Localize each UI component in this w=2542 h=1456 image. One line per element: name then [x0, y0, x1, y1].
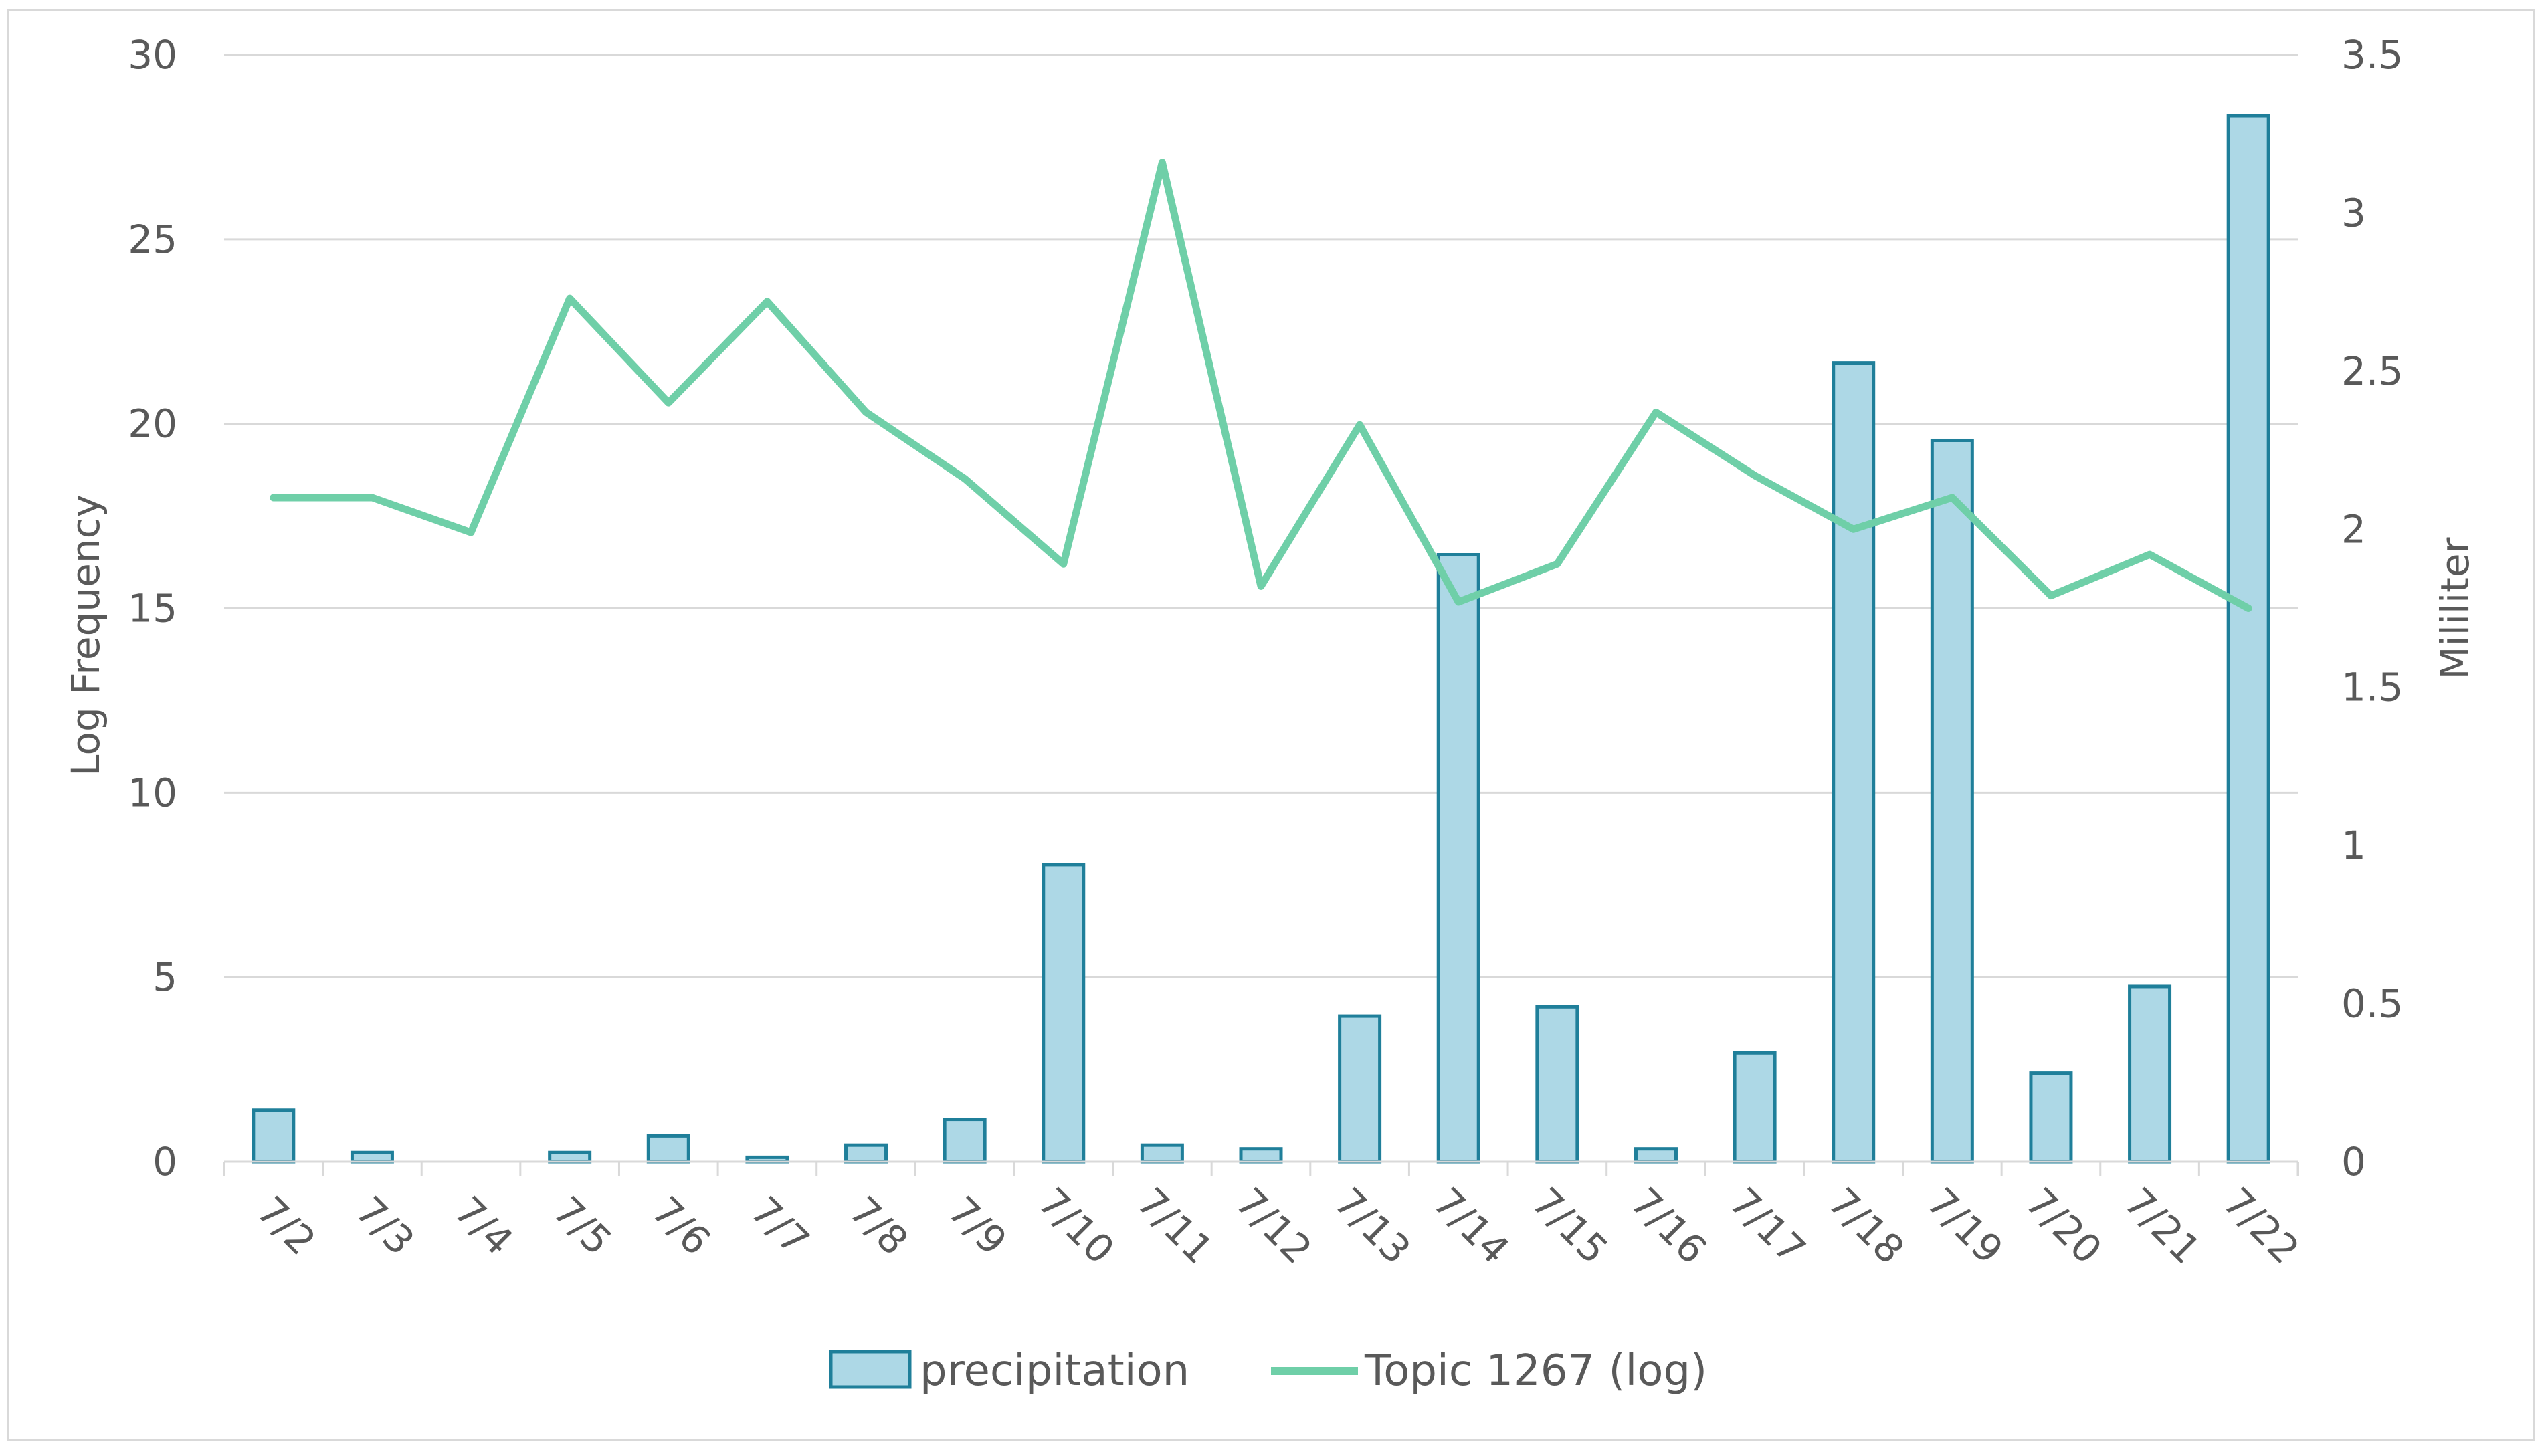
y-right-tick-label: 0.5 — [2341, 981, 2403, 1027]
y-left-tick-label: 15 — [128, 586, 177, 631]
x-tick-label: 7/22 — [2214, 1179, 2308, 1273]
bar-precipitation — [252, 1108, 296, 1164]
x-tick-label: 7/6 — [643, 1188, 719, 1264]
x-tick-label: 7/3 — [347, 1188, 423, 1264]
x-tick-label: 7/21 — [2116, 1179, 2210, 1273]
bar-precipitation — [1634, 1147, 1678, 1164]
y-left-tick-label: 5 — [153, 954, 177, 1000]
x-tick-label: 7/15 — [1523, 1179, 1617, 1273]
x-tick-label: 7/18 — [1820, 1179, 1913, 1273]
x-tick-label: 7/17 — [1721, 1179, 1814, 1273]
x-tick-label: 7/8 — [841, 1188, 917, 1264]
x-tick-label: 7/20 — [2017, 1179, 2111, 1273]
y-axis-right-title: Mililiter — [2432, 537, 2478, 680]
legend: precipitation Topic 1267 (log) — [829, 1346, 1707, 1396]
y-left-tick-label: 30 — [128, 32, 177, 78]
y-right-tick-label: 3 — [2341, 190, 2366, 235]
bar-precipitation — [943, 1118, 987, 1164]
y-left-tick-label: 20 — [128, 401, 177, 447]
y-axis-left: 0 5 10 15 20 25 30 — [128, 32, 177, 1184]
y-left-tick-label: 0 — [153, 1139, 177, 1184]
bar-precipitation — [1930, 438, 1974, 1164]
x-tick-label: 7/2 — [248, 1188, 324, 1264]
bar-precipitation — [1239, 1147, 1283, 1164]
y-left-tick-label: 10 — [128, 770, 177, 815]
x-tick-label: 7/12 — [1227, 1179, 1321, 1273]
bar-precipitation — [1338, 1014, 1382, 1164]
y-right-tick-label: 1 — [2341, 823, 2366, 868]
x-tick-label: 7/19 — [1918, 1179, 2012, 1273]
y-right-tick-label: 2.5 — [2341, 348, 2403, 394]
y-right-tick-label: 0 — [2341, 1139, 2366, 1184]
x-tick-label: 7/10 — [1030, 1179, 1123, 1273]
line-topic-1267 — [270, 159, 2252, 612]
x-axis: 7/2 7/3 7/4 7/5 7/6 7/7 7/8 7/9 7/10 7/11 7/12 7/13… — [223, 1160, 2308, 1273]
y-axis-right: 0 0.5 1 1.5 2 2.5 3 3.5 — [2341, 32, 2403, 1184]
x-tick-label: 7/9 — [939, 1188, 1015, 1264]
x-tick-label: 7/16 — [1622, 1179, 1716, 1273]
topic-line — [270, 159, 2252, 612]
bar-precipitation — [1436, 553, 1480, 1164]
bar-precipitation — [350, 1150, 394, 1164]
bar-precipitation — [1140, 1143, 1184, 1164]
x-tick-label: 7/5 — [545, 1188, 621, 1264]
bar-precipitation — [1535, 1005, 1579, 1164]
bar-precipitation — [2029, 1071, 2073, 1164]
legend-swatch-precipitation — [829, 1350, 912, 1389]
legend-label-topic: Topic 1267 (log) — [1364, 1346, 1707, 1396]
legend-label-precipitation: precipitation — [920, 1346, 1189, 1396]
x-tick-label: 7/7 — [742, 1188, 818, 1264]
precipitation-bars — [252, 114, 2270, 1164]
bar-precipitation — [1832, 361, 1876, 1164]
x-tick-label: 7/14 — [1424, 1179, 1518, 1273]
y-right-tick-label: 2 — [2341, 506, 2366, 552]
x-tick-label: 7/13 — [1326, 1179, 1420, 1273]
bar-precipitation — [548, 1150, 592, 1164]
x-tick-label: 7/4 — [446, 1188, 522, 1264]
y-right-tick-label: 1.5 — [2341, 665, 2403, 710]
x-tick-label: 7/11 — [1128, 1179, 1221, 1273]
chart-container — [7, 9, 2535, 1441]
y-axis-left-title: Log Frequency — [63, 494, 108, 776]
bar-precipitation — [2226, 114, 2270, 1164]
y-left-tick-label: 25 — [128, 217, 177, 262]
bar-precipitation — [1042, 863, 1086, 1164]
gridlines — [224, 54, 2298, 978]
bar-precipitation — [646, 1134, 690, 1164]
y-right-tick-label: 3.5 — [2341, 32, 2403, 78]
bar-precipitation — [2128, 984, 2172, 1164]
bar-precipitation — [1733, 1051, 1777, 1164]
bar-precipitation — [844, 1143, 888, 1164]
